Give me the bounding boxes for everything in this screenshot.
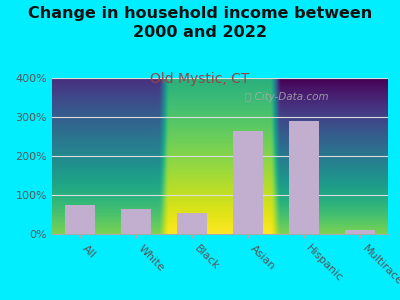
Text: Change in household income between
2000 and 2022: Change in household income between 2000 …	[28, 6, 372, 40]
Bar	[177, 212, 208, 234]
Bar	[233, 131, 264, 234]
Bar	[121, 209, 151, 234]
Text: ⓘ City-Data.com: ⓘ City-Data.com	[245, 92, 329, 102]
Text: Old Mystic, CT: Old Mystic, CT	[150, 72, 250, 86]
Bar	[344, 230, 375, 234]
Bar	[64, 205, 96, 234]
Bar	[289, 121, 320, 234]
